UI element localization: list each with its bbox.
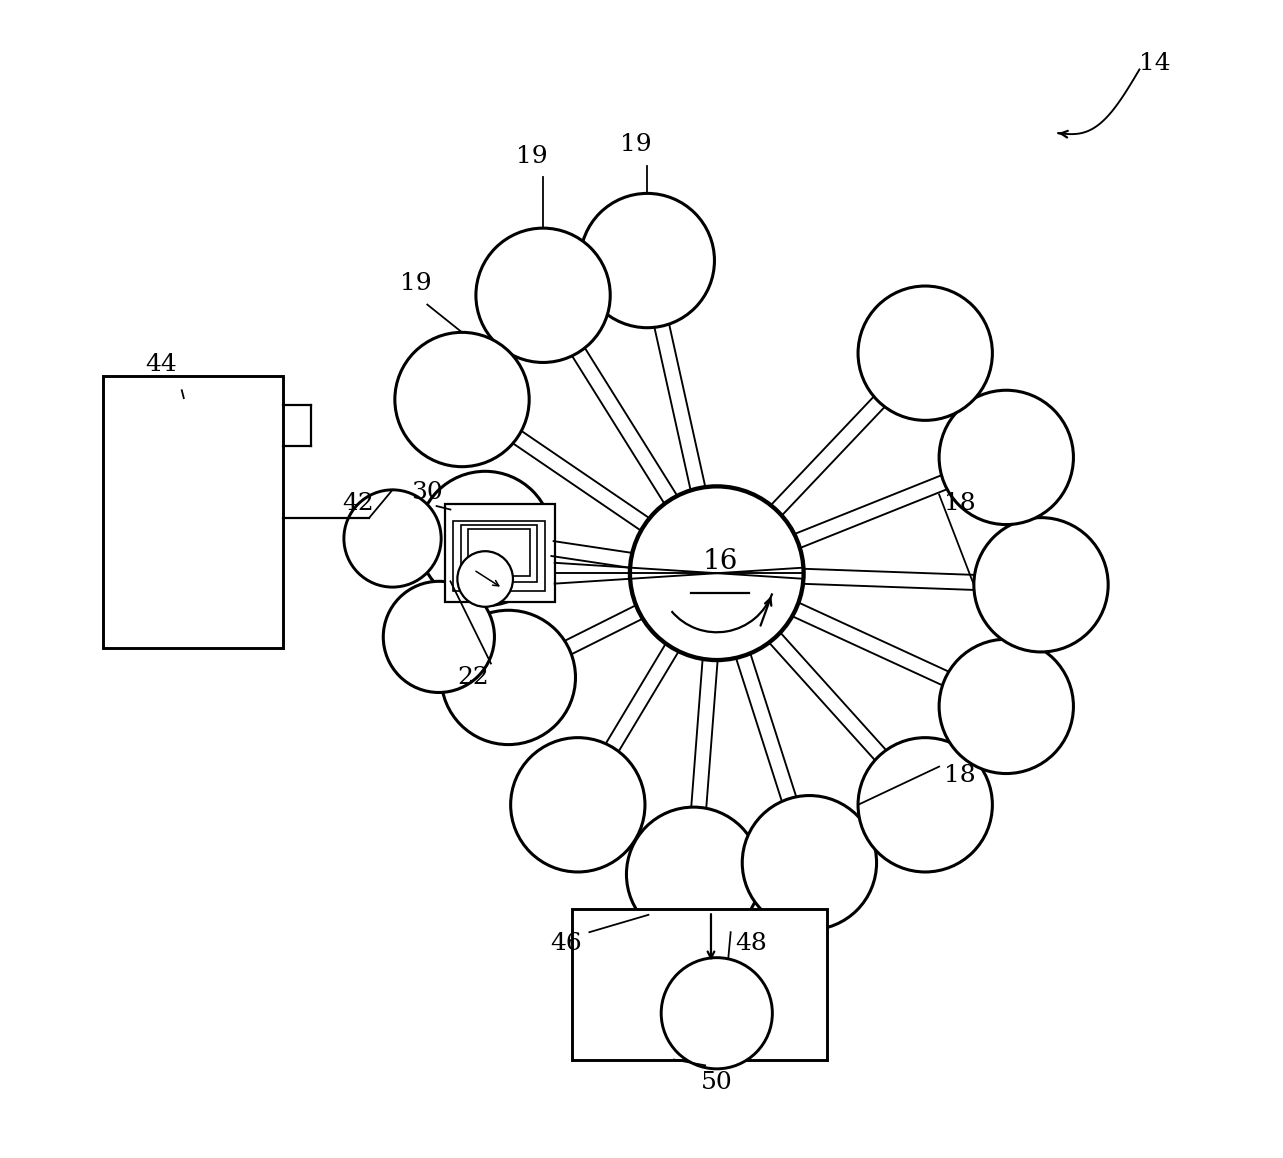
Circle shape [476, 228, 611, 362]
Text: 19: 19 [516, 145, 548, 168]
Text: 18: 18 [944, 492, 976, 515]
Circle shape [626, 807, 761, 941]
Circle shape [974, 518, 1109, 652]
Bar [453, 521, 545, 591]
Circle shape [743, 796, 876, 930]
Text: 16: 16 [703, 548, 738, 576]
Bar [461, 526, 538, 582]
Circle shape [661, 958, 772, 1069]
Text: 46: 46 [550, 932, 582, 955]
Text: 22: 22 [458, 666, 490, 689]
Bar [445, 504, 554, 602]
Bar [572, 909, 826, 1060]
Text: 19: 19 [620, 133, 652, 156]
Text: 48: 48 [735, 932, 767, 955]
Circle shape [630, 486, 803, 660]
Circle shape [939, 390, 1074, 525]
Text: 18: 18 [944, 764, 976, 787]
Circle shape [344, 490, 441, 587]
Bar [103, 376, 282, 648]
Circle shape [858, 286, 992, 420]
Circle shape [939, 639, 1074, 774]
Text: 30: 30 [412, 481, 443, 504]
Text: 50: 50 [701, 1071, 733, 1094]
Bar [468, 528, 530, 576]
Circle shape [858, 738, 992, 872]
Circle shape [457, 551, 513, 607]
Circle shape [384, 581, 494, 692]
Text: 19: 19 [400, 272, 431, 295]
Text: 14: 14 [1139, 52, 1171, 75]
Circle shape [511, 738, 645, 872]
Text: 42: 42 [341, 492, 373, 515]
Text: 44: 44 [145, 353, 177, 376]
Circle shape [395, 332, 529, 467]
Circle shape [580, 193, 715, 328]
Circle shape [441, 610, 576, 745]
Circle shape [418, 471, 553, 606]
